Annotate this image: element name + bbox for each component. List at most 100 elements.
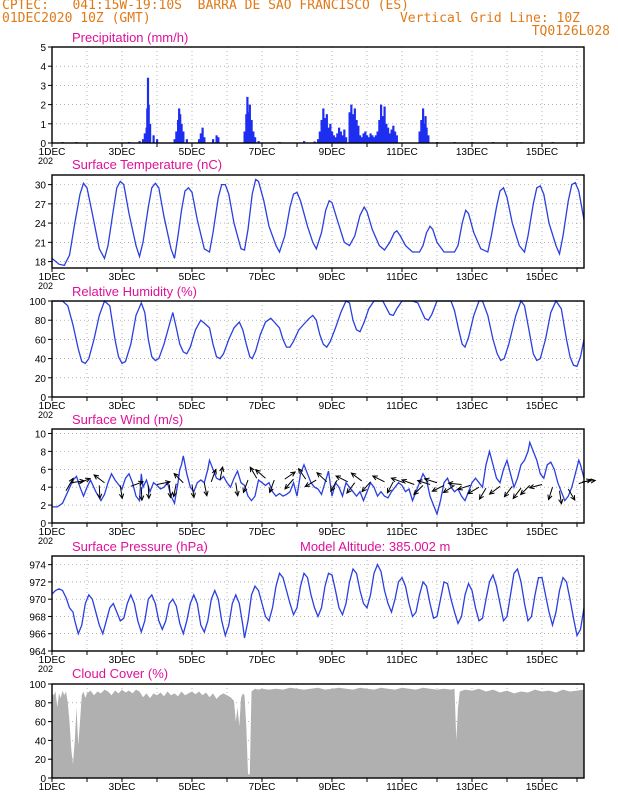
precip-bar (366, 135, 369, 143)
wind-arrow (147, 485, 150, 499)
x-tick-label: 9DEC (319, 147, 346, 158)
x-tick-label: 15DEC (526, 527, 558, 538)
y-tick-label: 8 (40, 447, 46, 458)
wind-arrow (457, 484, 471, 490)
wind-arrow (140, 487, 143, 501)
precip-bar (322, 108, 325, 143)
precip-bar (173, 139, 176, 143)
x-tick-label: 5DEC (179, 655, 206, 666)
precip-bar (373, 137, 376, 143)
wind-arrow (255, 469, 266, 479)
precip-bar (380, 104, 383, 143)
precip-bar (353, 108, 356, 143)
wind-arrow-head (304, 482, 311, 488)
temp-series-line (51, 178, 585, 267)
wind-arrow (386, 481, 394, 494)
wind-arrow-head (423, 477, 430, 483)
wind-arrow (432, 484, 445, 492)
wind-arrow-head (586, 478, 593, 484)
rh-series-line (52, 299, 585, 368)
y-tick-label: 972 (29, 578, 46, 589)
wind-arrow-head (138, 480, 145, 486)
precip-bar (201, 127, 204, 143)
x-tick-label: 15DEC (526, 655, 558, 666)
precip-bar (364, 131, 367, 143)
precip-bar (142, 139, 145, 143)
wind-arrow-head (84, 477, 92, 483)
y-tick-label: 0 (40, 519, 46, 530)
y-tick-label: 4 (40, 483, 46, 494)
x-tick-label: 3DEC (109, 401, 136, 412)
precip-bar (324, 118, 327, 143)
x-tick-label: 15DEC (526, 782, 558, 793)
wind-arrow-head (284, 483, 290, 490)
wind-arrow (512, 487, 522, 499)
precip-bar (339, 131, 342, 143)
y-tick-label: 2 (40, 501, 46, 512)
wind-arrow-head (97, 493, 103, 500)
wind-arrow-head (139, 495, 145, 502)
cloud-title: Cloud Cover (%) (72, 666, 168, 681)
y-tick-label: 100 (29, 680, 46, 691)
wind-arrow (361, 481, 371, 492)
cloud-cover-area (52, 687, 584, 778)
wind-arrow-head (590, 478, 597, 484)
x-tick-label: 7DEC (249, 401, 276, 412)
x-tick-label: 13DEC (456, 782, 488, 793)
wind-arrow (489, 485, 501, 495)
precip-bar (327, 127, 330, 143)
precip-bar (385, 123, 388, 143)
x-tick-label: 9DEC (319, 655, 346, 666)
precip-bar (331, 131, 334, 143)
precip-bar (418, 131, 421, 143)
precip-bar (374, 135, 377, 143)
temp-panel: 18 21 24 27 30 1DEC 3DEC 5DEC 7DEC 9DEC 11DEC 13DEC… (35, 157, 585, 291)
wind-arrow-head (118, 493, 125, 500)
wind-arrow-head (478, 494, 484, 501)
wind-arrow-head (456, 485, 463, 491)
wind-arrow-head (413, 489, 419, 496)
wind-arrow (249, 466, 258, 479)
precip-bar (156, 139, 159, 143)
wind-arrow-head (68, 477, 74, 484)
precip-bar (388, 133, 391, 143)
wind-arrow-head (503, 491, 510, 498)
precip-bar (359, 135, 362, 143)
y-tick-label: 0 (40, 139, 46, 150)
wind-arrow-head (416, 479, 423, 485)
precip-bar (182, 131, 185, 143)
wind-arrow (448, 482, 462, 486)
x-tick-label: 3DEC (109, 655, 136, 666)
x-tick-label: 11DEC (386, 527, 418, 538)
precip-bar (247, 112, 250, 143)
wind-arrow (78, 477, 91, 485)
wind-arrow-head (519, 489, 526, 496)
x-tick-label: 3DEC (109, 782, 136, 793)
wind-arrow-head (350, 472, 357, 478)
pres-panel: 964 966 968 970 972 974 1DEC 3DEC 5DEC 7DEC 9DEC 11… (29, 539, 585, 674)
x-tick-label: 1DEC (39, 401, 66, 412)
x-tick-label: 11DEC (386, 655, 418, 666)
wind-arrow (520, 485, 531, 495)
wind-arrow (235, 482, 239, 496)
run-time-label: 01DEC2020 10Z (GMT) (2, 11, 151, 26)
x-tick-label: 13DEC (456, 272, 488, 283)
wind-arrow (284, 471, 296, 480)
precip-title: Precipitation (mm/h) (72, 30, 188, 45)
wind-arrow-head (346, 488, 352, 495)
precip-panel: 0 1 2 3 4 5 1DEC 3DEC 5DEC 7DEC 9DEC 11DEC 13DEC 15DE… (38, 30, 585, 166)
precip-bar (215, 135, 218, 143)
x-tick-label: 5DEC (179, 782, 206, 793)
x-tick-label: 3DEC (109, 272, 136, 283)
wind-arrow-head (390, 477, 397, 483)
station-header: CPTEC: 041:15W-19:10S BARRA DE SAO FRANC… (2, 0, 409, 13)
wind-frame (51, 428, 585, 524)
wind-arrow (173, 483, 177, 497)
precip-bar (348, 112, 351, 143)
y-tick-label: 27 (35, 200, 47, 211)
temp-frame (51, 174, 585, 269)
precip-bar (313, 141, 316, 143)
precip-bar (394, 131, 397, 143)
x-tick-label: 11DEC (386, 782, 418, 793)
temp-title: Surface Temperature (nC) (72, 157, 222, 172)
